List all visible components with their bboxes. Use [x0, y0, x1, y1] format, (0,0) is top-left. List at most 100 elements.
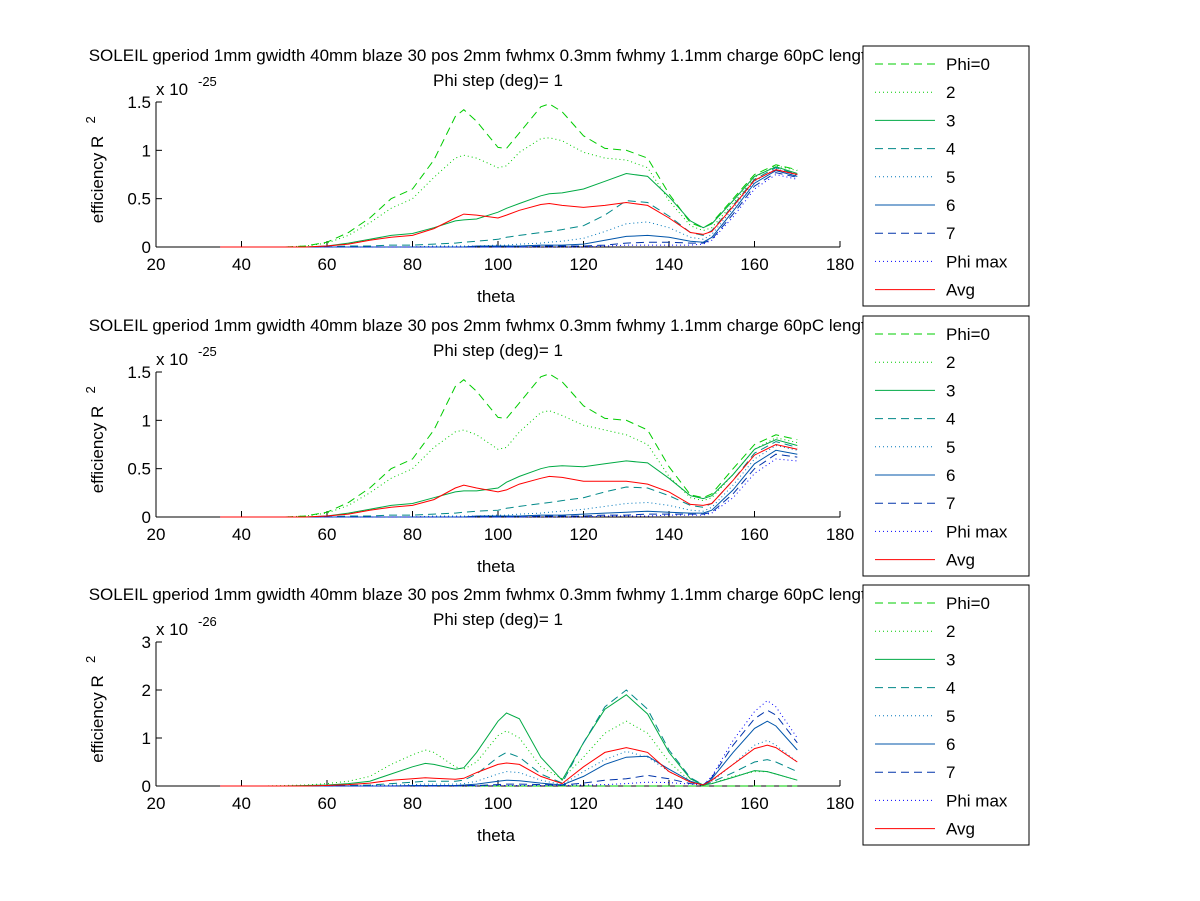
y-axis-label: efficiency R [88, 675, 107, 763]
x-tick-label: 80 [403, 255, 422, 274]
y-tick-label: 3 [142, 633, 151, 652]
x-tick-label: 160 [740, 255, 768, 274]
chart-title: SOLEIL gperiod 1mm gwidth 40mm blaze 30 … [89, 585, 908, 604]
series-line-6 [220, 709, 798, 787]
legend-box [862, 315, 1030, 577]
x-axis-label: theta [477, 287, 515, 306]
chart-panel-3: SOLEIL gperiod 1mm gwidth 40mm blaze 30 … [83, 584, 1030, 846]
legend-entry: 5 [946, 438, 955, 457]
y-axis-label-group: efficiency R 2 [83, 116, 107, 223]
legend-entry: 2 [946, 83, 955, 102]
x-tick-label: 100 [484, 525, 512, 544]
x-tick-label: 80 [403, 525, 422, 544]
chart-title: SOLEIL gperiod 1mm gwidth 40mm blaze 30 … [89, 46, 908, 65]
series-line-2 [220, 439, 798, 518]
y-axis-label-superscript: 2 [83, 116, 98, 123]
series-line-8 [220, 169, 798, 248]
x-tick-label: 40 [232, 525, 251, 544]
x-tick-label: 20 [147, 794, 166, 813]
legend-box [862, 584, 1030, 846]
legend-entry: 4 [946, 140, 955, 159]
legend-entry: Phi max [946, 522, 1008, 541]
legend: Phi=0 2 3 4 5 6 7 Phi max Avg [862, 584, 1030, 846]
y-tick-label: 0.5 [127, 460, 151, 479]
y-axis-label-group: efficiency R 2 [83, 386, 107, 493]
series-line-7 [220, 699, 798, 787]
chart-title: SOLEIL gperiod 1mm gwidth 40mm blaze 30 … [89, 316, 908, 335]
legend-entry: 5 [946, 168, 955, 187]
x-tick-label: 180 [826, 525, 854, 544]
legend-entry: 3 [946, 650, 955, 669]
y-exponent-base: x 10 [156, 80, 188, 99]
legend-entry: Avg [946, 551, 975, 570]
x-tick-label: 120 [569, 255, 597, 274]
legend-entry: 5 [946, 707, 955, 726]
y-exponent-base: x 10 [156, 620, 188, 639]
y-tick-label: 0.5 [127, 190, 151, 209]
chart-subtitle: Phi step (deg)= 1 [433, 610, 563, 629]
x-tick-label: 80 [403, 794, 422, 813]
legend-entry: Avg [946, 281, 975, 300]
y-tick-label: 0 [142, 508, 151, 527]
y-axis-label-superscript: 2 [83, 386, 98, 393]
chart-panel-1: SOLEIL gperiod 1mm gwidth 40mm blaze 30 … [83, 45, 1030, 307]
y-exponent-power: -25 [198, 344, 217, 359]
y-tick-label: 1.5 [127, 93, 151, 112]
legend: Phi=0 2 3 4 5 6 7 Phi max Avg [862, 315, 1030, 577]
series-line-6 [220, 172, 798, 248]
chart-subtitle: Phi step (deg)= 1 [433, 341, 563, 360]
legend-entry: Phi=0 [946, 55, 990, 74]
y-tick-label: 1.5 [127, 363, 151, 382]
legend-entry: Avg [946, 820, 975, 839]
x-tick-label: 60 [318, 255, 337, 274]
series-line-2 [220, 694, 798, 787]
x-tick-label: 180 [826, 255, 854, 274]
x-tick-label: 40 [232, 255, 251, 274]
series-line-1 [220, 137, 798, 248]
x-tick-label: 60 [318, 794, 337, 813]
legend-entry: 7 [946, 224, 955, 243]
x-tick-label: 100 [484, 794, 512, 813]
series-line-5 [220, 449, 798, 518]
x-tick-label: 160 [740, 525, 768, 544]
legend-entry: 2 [946, 622, 955, 641]
x-tick-label: 20 [147, 525, 166, 544]
series-line-8 [220, 443, 798, 518]
x-tick-label: 20 [147, 255, 166, 274]
legend-entry: Phi max [946, 791, 1008, 810]
series-line-5 [220, 720, 798, 787]
chart-subtitle: Phi step (deg)= 1 [433, 71, 563, 90]
y-tick-label: 2 [142, 681, 151, 700]
y-exponent-power: -26 [198, 614, 217, 629]
x-axis-label: theta [477, 826, 515, 845]
x-tick-label: 140 [655, 794, 683, 813]
y-axis-label: efficiency R [88, 406, 107, 494]
legend-box [862, 45, 1030, 307]
legend-entry: 6 [946, 466, 955, 485]
y-tick-label: 0 [142, 238, 151, 257]
x-tick-label: 40 [232, 794, 251, 813]
series-line-0 [220, 373, 798, 518]
legend-entry: 4 [946, 679, 955, 698]
y-exponent-power: -25 [198, 74, 217, 89]
series-line-3 [220, 689, 798, 787]
legend-entry: 3 [946, 381, 955, 400]
y-axis-label: efficiency R [88, 136, 107, 224]
y-tick-label: 0 [142, 777, 151, 796]
y-exponent-base: x 10 [156, 350, 188, 369]
legend-entry: Phi=0 [946, 325, 990, 344]
legend-entry: 7 [946, 494, 955, 513]
legend-entry: 6 [946, 196, 955, 215]
x-tick-label: 60 [318, 525, 337, 544]
series-line-8 [220, 744, 798, 787]
series-line-7 [220, 458, 798, 518]
x-tick-label: 180 [826, 794, 854, 813]
series-line-4 [220, 168, 798, 248]
x-tick-label: 100 [484, 255, 512, 274]
y-axis-label-group: efficiency R 2 [83, 656, 107, 763]
legend-entry: Phi max [946, 252, 1008, 271]
legend-entry: 2 [946, 353, 955, 372]
legend-entry: 4 [946, 410, 955, 429]
legend-entry: Phi=0 [946, 594, 990, 613]
